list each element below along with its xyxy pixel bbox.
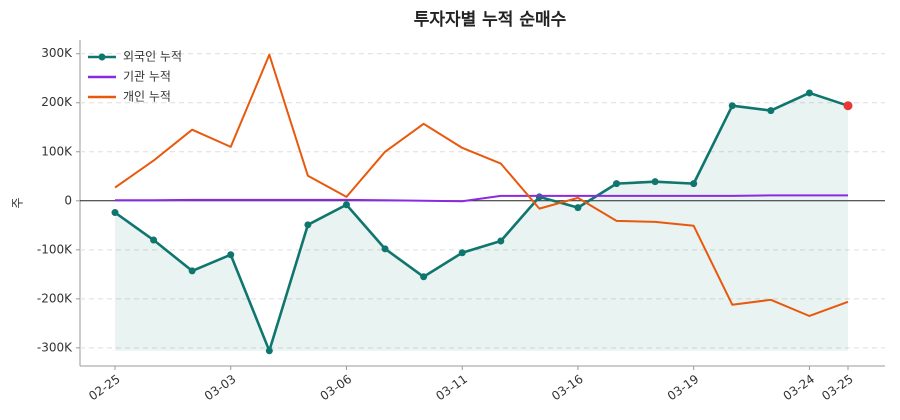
x-tick-label: 02-25 (86, 372, 123, 403)
point (843, 101, 853, 111)
point (265, 347, 273, 355)
point (613, 180, 621, 188)
point (690, 180, 698, 188)
point (150, 236, 158, 244)
x-tick-label: 03-25 (819, 372, 856, 403)
point (767, 107, 775, 115)
point (574, 204, 582, 212)
y-tick-label: 0 (64, 193, 72, 207)
y-tick-label: -200K (37, 291, 73, 305)
y-tick-label: 100K (41, 144, 73, 158)
point (188, 267, 196, 275)
legend-marker (98, 53, 106, 61)
x-tick-label: 03-06 (318, 372, 355, 403)
chart-title: 투자자별 누적 순매수 (414, 10, 567, 30)
legend-label: 외국인 누적 (123, 50, 182, 64)
point (111, 209, 119, 217)
point (497, 237, 505, 245)
point (728, 102, 736, 110)
point (458, 249, 466, 257)
x-tick-label: 03-16 (549, 372, 586, 403)
x-tick-label: 03-03 (202, 372, 239, 403)
x-tick-label: 03-11 (433, 372, 470, 403)
line (115, 194, 848, 203)
y-tick-label: -100K (37, 242, 73, 256)
point (342, 201, 350, 209)
x-tick-label: 03-24 (781, 372, 818, 403)
legend-label: 기관 누적 (123, 70, 171, 84)
point (805, 89, 813, 97)
x-tick-label: 03-19 (665, 372, 702, 403)
area (115, 92, 848, 351)
point (420, 273, 428, 281)
point (227, 251, 235, 259)
line (114, 53, 849, 317)
point (651, 178, 659, 186)
y-tick-label: -300K (37, 340, 73, 354)
y-tick-label: 200K (41, 95, 73, 109)
point (304, 221, 312, 229)
y-axis-label: 주 (11, 197, 25, 208)
point (381, 245, 389, 253)
line (114, 91, 849, 353)
legend-label: 개인 누적 (123, 90, 171, 104)
y-tick-label: 300K (41, 46, 73, 60)
